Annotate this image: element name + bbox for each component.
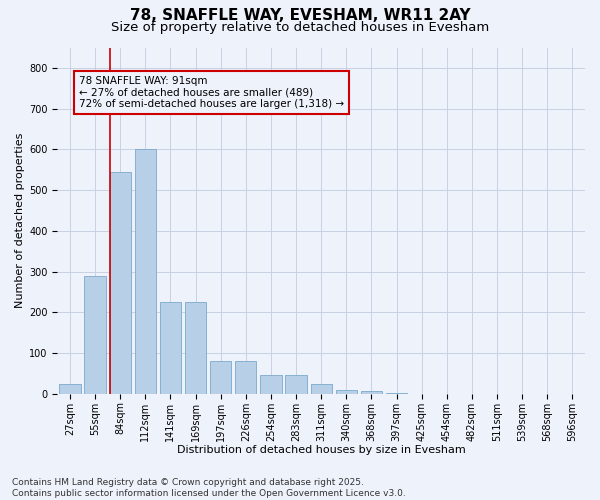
Text: 78 SNAFFLE WAY: 91sqm
← 27% of detached houses are smaller (489)
72% of semi-det: 78 SNAFFLE WAY: 91sqm ← 27% of detached … — [79, 76, 344, 109]
Text: 78, SNAFFLE WAY, EVESHAM, WR11 2AY: 78, SNAFFLE WAY, EVESHAM, WR11 2AY — [130, 8, 470, 22]
Bar — [160, 302, 181, 394]
Text: Size of property relative to detached houses in Evesham: Size of property relative to detached ho… — [111, 21, 489, 34]
X-axis label: Distribution of detached houses by size in Evesham: Distribution of detached houses by size … — [177, 445, 466, 455]
Bar — [361, 391, 382, 394]
Bar — [110, 172, 131, 394]
Bar — [335, 390, 357, 394]
Text: Contains HM Land Registry data © Crown copyright and database right 2025.
Contai: Contains HM Land Registry data © Crown c… — [12, 478, 406, 498]
Bar — [235, 361, 256, 394]
Bar — [311, 384, 332, 394]
Bar — [59, 384, 80, 394]
Bar — [286, 376, 307, 394]
Y-axis label: Number of detached properties: Number of detached properties — [15, 133, 25, 308]
Bar — [210, 361, 232, 394]
Bar — [386, 392, 407, 394]
Bar — [260, 376, 281, 394]
Bar — [134, 150, 156, 394]
Bar — [185, 302, 206, 394]
Bar — [85, 276, 106, 394]
